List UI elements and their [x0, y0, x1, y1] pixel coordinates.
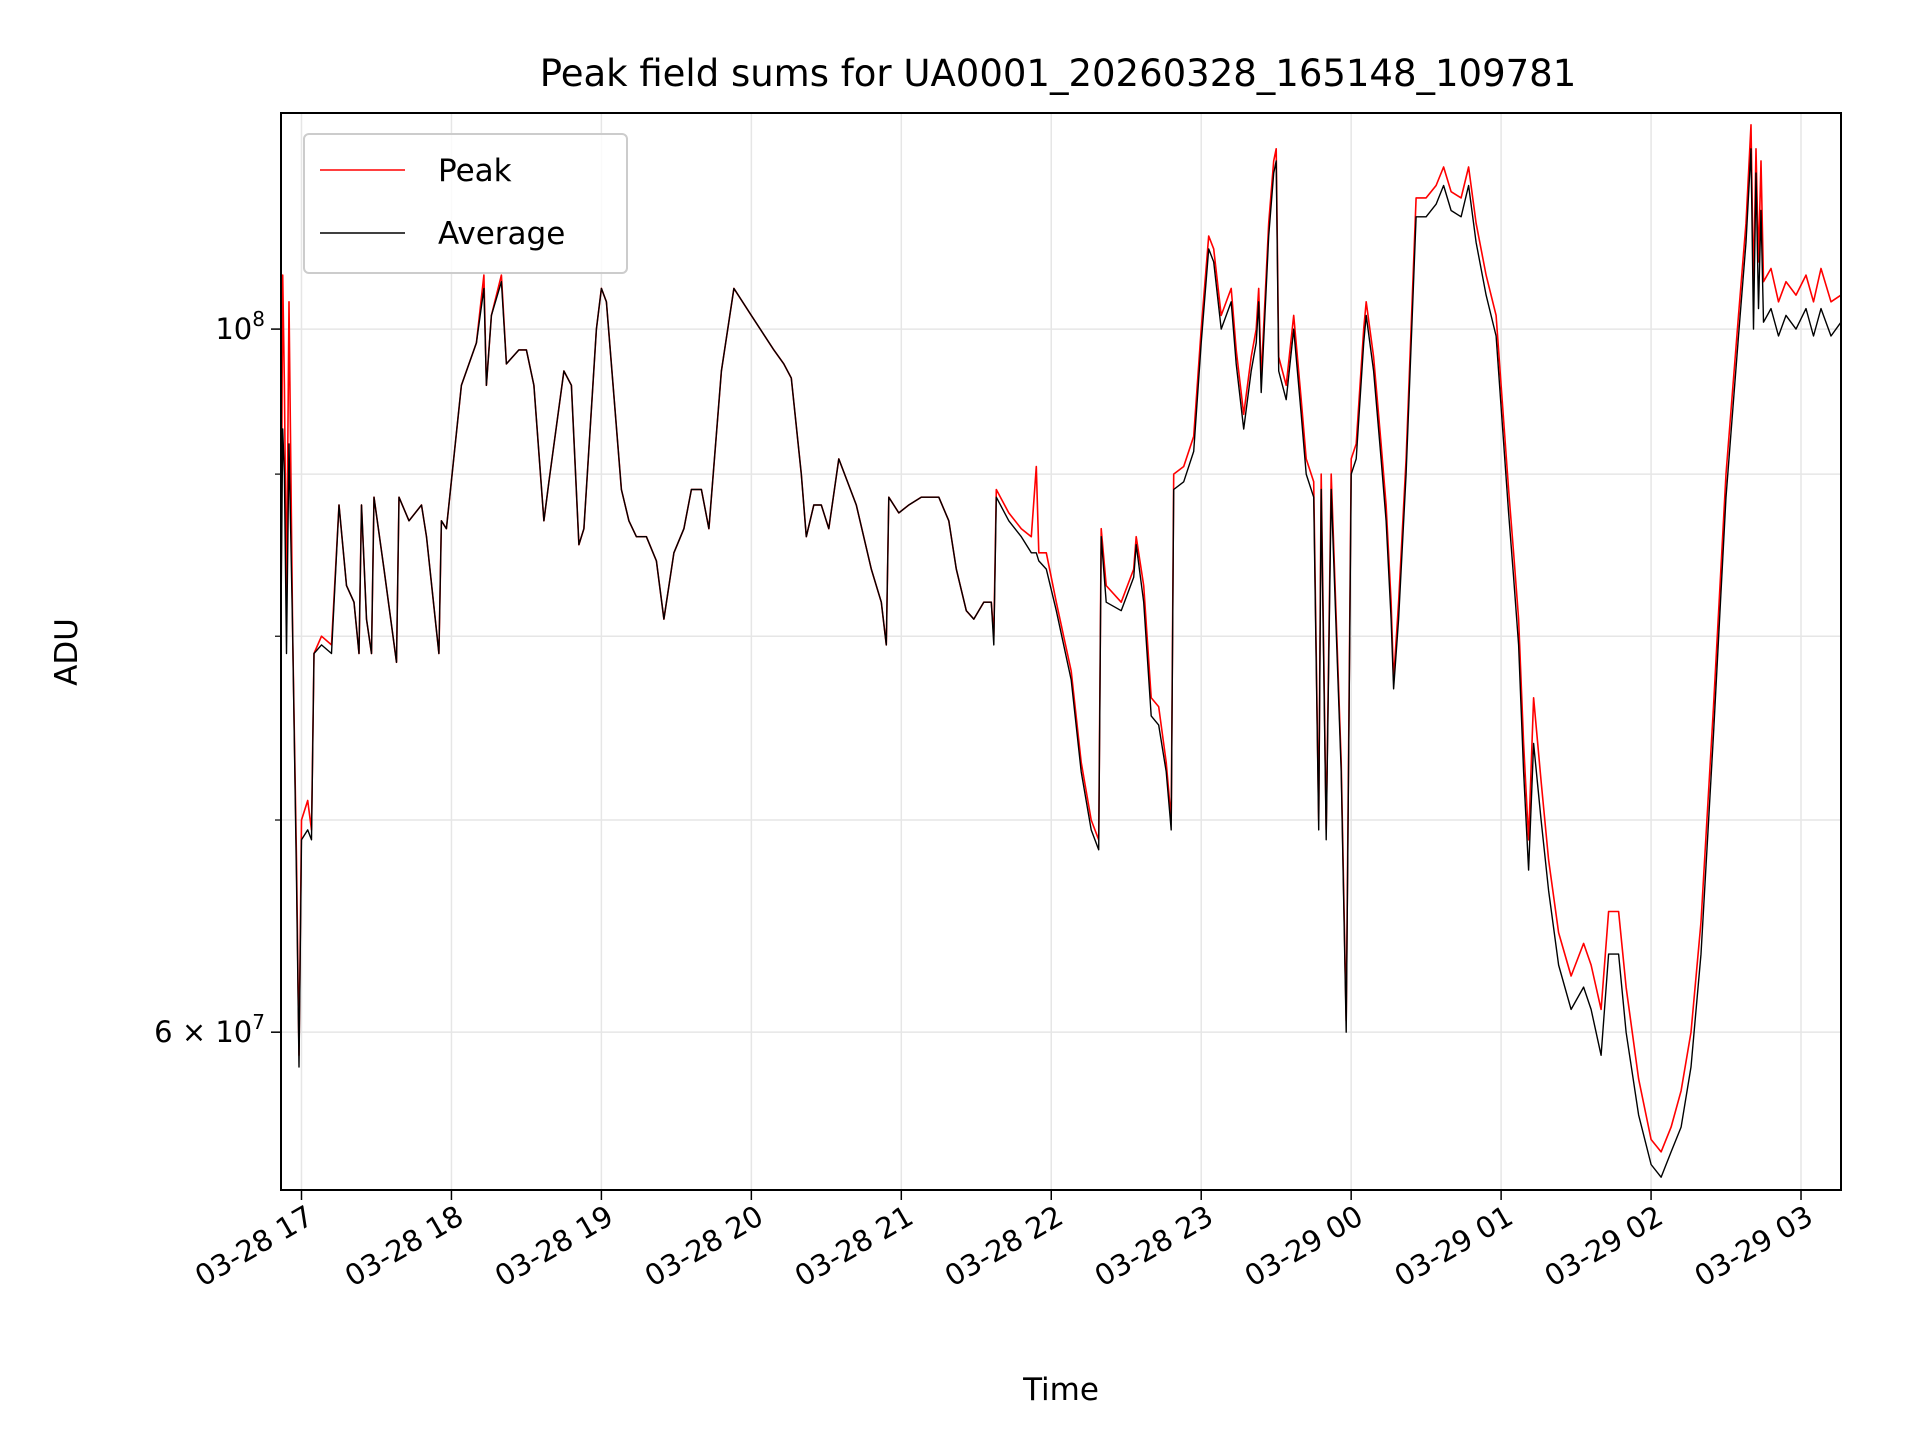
- x-axis-label: Time: [1022, 1372, 1099, 1408]
- legend-label-peak: Peak: [438, 153, 512, 189]
- legend: Peak Average: [303, 133, 628, 274]
- y-tick-label: 108: [215, 307, 265, 346]
- y-axis-label: ADU: [49, 618, 85, 686]
- y-tick-label-base: 10: [215, 312, 252, 346]
- y-tick-label-exponent: 8: [252, 307, 265, 331]
- series-lines: [280, 124, 1842, 1178]
- chart-title: Peak field sums for UA0001_20260328_1651…: [540, 52, 1577, 95]
- y-tick-label-exponent: 7: [252, 1010, 265, 1034]
- y-tick-label-base: 6 × 10: [154, 1015, 252, 1049]
- legend-box: [303, 133, 628, 274]
- y-tick-label: 6 × 107: [154, 1010, 265, 1049]
- series-line-average: [280, 148, 1842, 1178]
- legend-label-average: Average: [438, 216, 565, 252]
- plot-frame: [280, 112, 1842, 1191]
- y-axis: 108 6 × 107: [154, 307, 281, 1049]
